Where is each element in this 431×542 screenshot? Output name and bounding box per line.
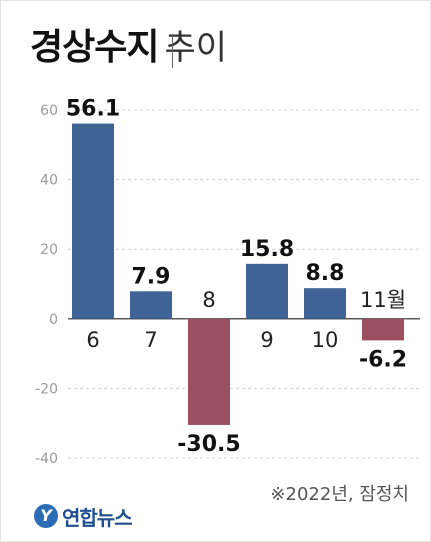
- y-tick-label: 20: [40, 242, 58, 258]
- data-label: 8.8: [306, 261, 345, 286]
- y-tick-label: 60: [40, 103, 58, 119]
- data-label: 7.9: [132, 264, 171, 289]
- footnote: ※2022년, 잠정치: [270, 484, 409, 505]
- data-label: -6.2: [359, 347, 407, 372]
- bar: [72, 123, 114, 319]
- x-tick-label: 6: [86, 328, 99, 352]
- data-label: -30.5: [177, 432, 240, 457]
- grid-layer: 60 40 20 0 -20 -40: [35, 103, 420, 467]
- bar: [246, 263, 288, 319]
- y-tick-label: -40: [35, 451, 58, 467]
- x-tick-label: 10: [312, 328, 339, 352]
- y-tick-label: -20: [35, 381, 58, 397]
- x-tick-label: 11월: [360, 288, 406, 312]
- y-tick-label: 40: [40, 173, 58, 189]
- bar: [304, 288, 346, 319]
- bar: [188, 318, 230, 425]
- bar: [362, 318, 404, 341]
- yonhap-logo-text: 연합뉴스: [62, 505, 133, 530]
- x-tick-label: 8: [202, 288, 215, 312]
- data-label: 15.8: [240, 237, 294, 262]
- chart-title: 경상수지 추이: [30, 26, 227, 70]
- bar-layer: [72, 123, 404, 425]
- y-tick-label: 0: [49, 312, 58, 328]
- bar: [130, 291, 172, 319]
- yonhap-logo: Y 연합뉴스: [34, 498, 133, 534]
- chart-title-main: 경상수지: [30, 27, 159, 68]
- yonhap-logo-icon: Y: [34, 504, 58, 528]
- x-tick-label: 9: [260, 328, 273, 352]
- chart-title-sub: 추이: [164, 28, 228, 68]
- x-tick-label: 7: [144, 328, 157, 352]
- title-divider: [172, 34, 173, 68]
- label-layer: 6 56.1 7 7.9 8 -30.5 9 15.8 10 8.8 11월 -6.2: [66, 97, 407, 457]
- data-label: 56.1: [66, 97, 120, 122]
